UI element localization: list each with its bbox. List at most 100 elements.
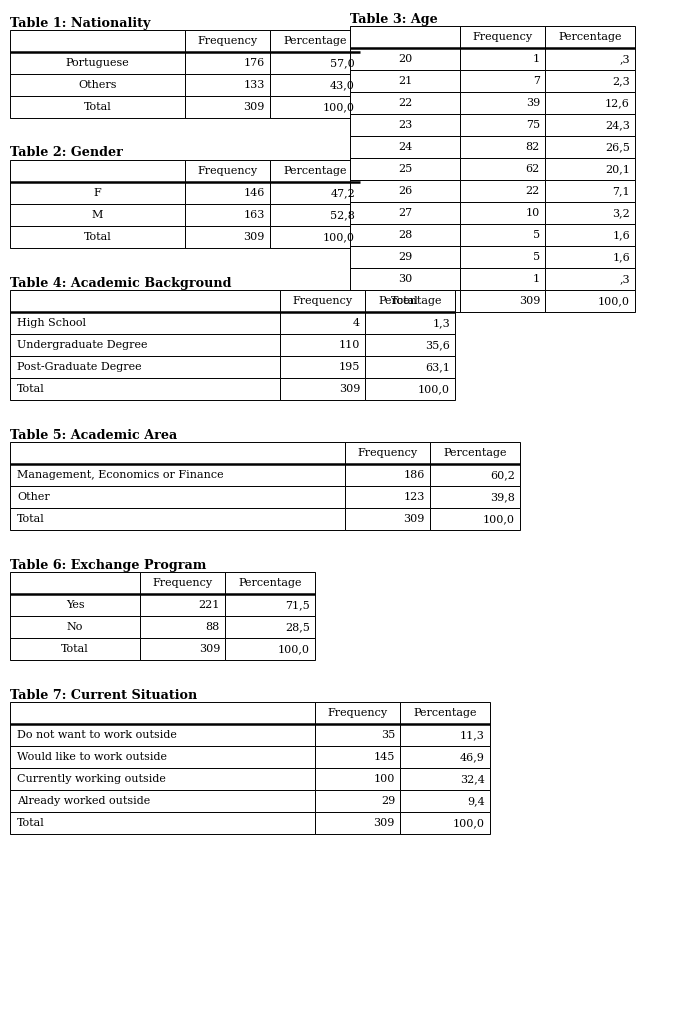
Bar [185, 160, 270, 182]
Text: 23: 23 [398, 120, 412, 130]
Bar [345, 508, 430, 530]
Bar [460, 224, 545, 246]
Text: 11,3: 11,3 [460, 730, 485, 740]
Bar [545, 202, 635, 224]
Bar [430, 508, 520, 530]
Text: 4: 4 [353, 318, 360, 328]
Text: 39,8: 39,8 [490, 492, 515, 502]
Text: Post-Graduate Degree: Post-Graduate Degree [17, 362, 142, 372]
Text: 47,2: 47,2 [330, 188, 355, 198]
Bar [365, 378, 455, 400]
Text: 25: 25 [398, 164, 412, 174]
Bar [10, 790, 315, 812]
Bar [280, 378, 365, 400]
Text: Yes: Yes [66, 600, 84, 610]
Text: 20,1: 20,1 [605, 164, 630, 174]
Bar [460, 290, 545, 312]
Bar [315, 768, 400, 790]
Bar [10, 52, 185, 74]
Text: Frequency: Frequency [153, 578, 213, 588]
Bar [10, 378, 280, 400]
Text: 100,0: 100,0 [278, 644, 310, 654]
Text: 1: 1 [533, 274, 540, 284]
Bar [270, 96, 360, 118]
Bar [350, 224, 460, 246]
Text: 24,3: 24,3 [605, 120, 630, 130]
Bar [10, 486, 345, 508]
Text: 2,3: 2,3 [612, 76, 630, 86]
Text: Percentage: Percentage [283, 166, 347, 176]
Bar [225, 594, 315, 616]
Text: 35,6: 35,6 [425, 340, 450, 350]
Bar [270, 52, 360, 74]
Bar [10, 30, 185, 52]
Bar [10, 204, 185, 226]
Text: Already worked outside: Already worked outside [17, 796, 150, 806]
Bar [460, 114, 545, 136]
Bar [140, 594, 225, 616]
Text: Total: Total [17, 384, 45, 394]
Bar [350, 26, 460, 48]
Bar [10, 74, 185, 96]
Text: 145: 145 [373, 752, 395, 762]
Text: Frequency: Frequency [198, 166, 257, 176]
Text: 1,6: 1,6 [612, 230, 630, 240]
Bar [270, 226, 360, 248]
Text: 100,0: 100,0 [483, 514, 515, 524]
Bar [350, 136, 460, 158]
Text: Others: Others [78, 80, 117, 90]
Bar [10, 96, 185, 118]
Text: Percentage: Percentage [238, 578, 301, 588]
Bar [430, 442, 520, 464]
Text: Percentage: Percentage [414, 708, 477, 718]
Bar [10, 594, 140, 616]
Text: 57,0: 57,0 [330, 58, 355, 68]
Bar [545, 70, 635, 92]
Text: Table 4: Academic Background: Table 4: Academic Background [10, 277, 232, 290]
Text: 20: 20 [398, 54, 412, 64]
Text: M: M [92, 210, 103, 220]
Bar [460, 268, 545, 290]
Bar [270, 74, 360, 96]
Text: ,3: ,3 [619, 274, 630, 284]
Bar [280, 312, 365, 334]
Text: High School: High School [17, 318, 86, 328]
Text: 100,0: 100,0 [323, 102, 355, 112]
Text: Total: Total [84, 232, 111, 242]
Bar [545, 92, 635, 114]
Text: 46,9: 46,9 [460, 752, 485, 762]
Text: No: No [67, 622, 84, 632]
Bar [545, 114, 635, 136]
Bar [430, 486, 520, 508]
Bar [10, 312, 280, 334]
Bar [140, 638, 225, 660]
Bar [460, 158, 545, 180]
Text: 21: 21 [398, 76, 412, 86]
Text: 309: 309 [244, 232, 265, 242]
Bar [280, 290, 365, 312]
Text: 309: 309 [403, 514, 425, 524]
Text: 43,0: 43,0 [330, 80, 355, 90]
Text: 88: 88 [206, 622, 220, 632]
Text: 309: 309 [244, 102, 265, 112]
Text: Percentage: Percentage [283, 36, 347, 46]
Bar [280, 356, 365, 378]
Bar [10, 746, 315, 768]
Bar [140, 572, 225, 594]
Text: 28,5: 28,5 [285, 622, 310, 632]
Bar [350, 158, 460, 180]
Text: 176: 176 [244, 58, 265, 68]
Bar [10, 812, 315, 834]
Text: Table 2: Gender: Table 2: Gender [10, 146, 123, 159]
Bar [545, 290, 635, 312]
Bar [185, 74, 270, 96]
Bar [280, 334, 365, 356]
Text: Percentage: Percentage [443, 448, 507, 458]
Bar [270, 30, 360, 52]
Bar [365, 312, 455, 334]
Bar [460, 202, 545, 224]
Bar [10, 442, 345, 464]
Text: Frequency: Frequency [198, 36, 257, 46]
Bar [10, 356, 280, 378]
Bar [350, 290, 460, 312]
